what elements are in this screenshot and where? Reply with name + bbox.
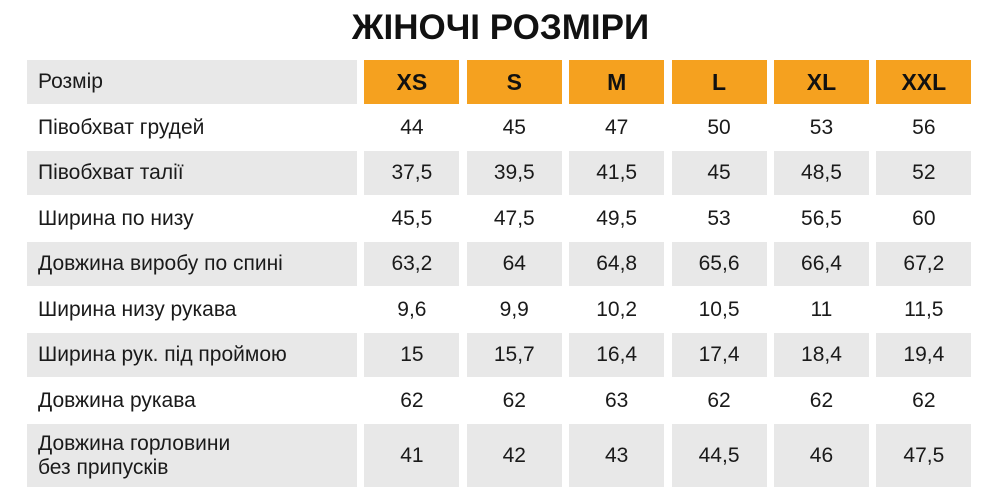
measure-value: 64,8 [569, 242, 665, 286]
size-header: XS [364, 60, 460, 104]
measure-value: 19,4 [876, 333, 972, 377]
size-table: Розмір XS S M L XL XXL Півобхват грудей 44 45 47 50… [27, 60, 972, 487]
measure-value: 42 [466, 424, 562, 487]
measure-value: 64 [466, 242, 562, 286]
measure-value: 9,9 [499, 297, 529, 321]
size-header: L [671, 60, 767, 104]
measure-value: 56,5 [801, 206, 842, 230]
measure-value: 15,7 [466, 333, 562, 377]
measure-value: 44,5 [671, 424, 767, 487]
measure-value: 60 [912, 206, 936, 230]
measure-value: 10,5 [698, 297, 740, 321]
measure-value: 46 [773, 424, 869, 487]
measure-value: 66,4 [773, 242, 869, 286]
row-label: Ширина по низу [38, 206, 194, 230]
row-label: Півобхват грудей [38, 115, 205, 139]
measure-value: 16,4 [569, 333, 665, 377]
measure-value: 43 [569, 424, 665, 487]
measure-value: 41,5 [569, 151, 665, 195]
measure-value: 47 [604, 115, 629, 139]
measure-value: 67,2 [876, 242, 972, 286]
size-header: M [569, 60, 665, 104]
measure-value: 52 [876, 151, 972, 195]
measure-value: 18,4 [773, 333, 869, 377]
measure-value: 37,5 [364, 151, 460, 195]
measure-value: 44 [400, 115, 424, 139]
measure-value: 65,6 [671, 242, 767, 286]
size-header: XL [773, 60, 869, 104]
measure-value: 10,2 [596, 297, 638, 321]
measure-value: 41 [364, 424, 460, 487]
measure-value: 56 [912, 115, 936, 139]
measure-value: 17,4 [671, 333, 767, 377]
measure-value: 48,5 [773, 151, 869, 195]
title: ЖІНОЧІ РОЗМІРИ [351, 8, 650, 47]
measure-value: 39,5 [466, 151, 562, 195]
measure-value: 45,5 [391, 206, 433, 230]
row-label: Довжина виробу по спині [27, 242, 357, 286]
measure-value: 15 [364, 333, 460, 377]
measure-value: 9,6 [397, 297, 427, 321]
measure-value: 49,5 [596, 206, 638, 230]
measure-value: 11 [810, 297, 833, 321]
measure-value: 63,2 [364, 242, 460, 286]
size-header: XXL [876, 60, 972, 104]
measure-value: 11,5 [904, 297, 944, 321]
measure-value: 53 [809, 115, 834, 139]
row-label: Півобхват талії [27, 151, 357, 195]
measure-value: 63 [604, 388, 629, 412]
row-label: Довжина рукава [38, 388, 196, 412]
row-label: Ширина низу рукава [38, 297, 237, 321]
measure-value: 45 [502, 115, 526, 139]
measure-value: 47,5 [493, 206, 535, 230]
measure-value: 47,5 [876, 424, 972, 487]
measure-value: 62 [502, 388, 526, 412]
row-label: Ширина рук. під проймою [27, 333, 357, 377]
measure-value: 53 [707, 206, 731, 230]
header-label: Розмір [27, 60, 357, 104]
measure-value: 62 [400, 388, 424, 412]
measure-value: 50 [707, 115, 731, 139]
row-label: Довжина горловини без припусків [27, 424, 357, 487]
size-header: S [466, 60, 562, 104]
measure-value: 62 [912, 388, 936, 412]
measure-value: 62 [707, 388, 731, 412]
measure-value: 45 [671, 151, 767, 195]
measure-value: 62 [809, 388, 834, 412]
